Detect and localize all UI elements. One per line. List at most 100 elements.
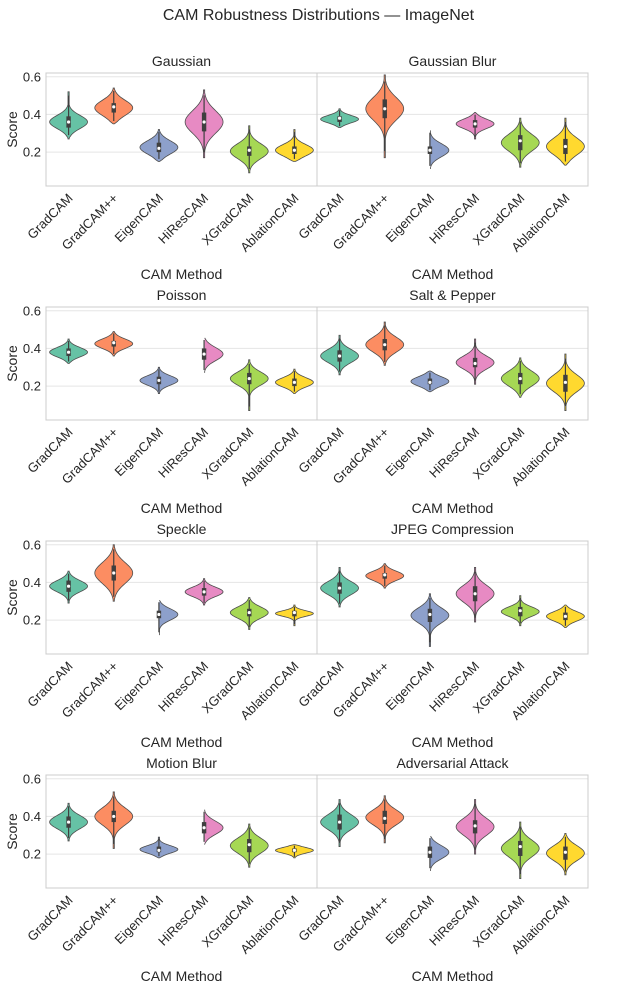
violin-eigencam bbox=[430, 835, 450, 872]
median-gradcam bbox=[66, 820, 71, 824]
median-xgradcam bbox=[518, 609, 522, 613]
y-tick-label: 0.4 bbox=[23, 809, 41, 824]
panel-title: Gaussian bbox=[152, 53, 211, 69]
median-ablationcam bbox=[563, 380, 568, 384]
median-gradcam bbox=[383, 816, 387, 820]
y-tick-label: 0.4 bbox=[23, 341, 41, 356]
median-gradcam bbox=[337, 586, 342, 590]
panel-title: Poisson bbox=[157, 287, 207, 303]
median-gradcam bbox=[337, 820, 342, 824]
y-axis-label: Score bbox=[4, 111, 20, 148]
y-tick-label: 0.6 bbox=[23, 771, 41, 786]
violin-hirescam bbox=[204, 809, 224, 845]
median-ablationcam bbox=[292, 148, 297, 152]
panel-title: Motion Blur bbox=[146, 755, 217, 771]
median-hirescam bbox=[202, 590, 206, 594]
median-gradcam bbox=[66, 584, 71, 588]
median-hirescam bbox=[202, 826, 206, 830]
median-gradcam bbox=[337, 354, 342, 358]
x-axis-label: CAM Method bbox=[412, 734, 494, 750]
median-ablationcam bbox=[292, 380, 297, 384]
plot-frame bbox=[45, 774, 318, 889]
y-tick-label: 0.2 bbox=[23, 847, 41, 862]
median-hirescam bbox=[473, 824, 477, 828]
median-eigencam bbox=[157, 146, 161, 150]
median-eigencam bbox=[428, 612, 432, 617]
median-eigencam bbox=[428, 850, 432, 854]
x-axis-label: CAM Method bbox=[141, 500, 223, 516]
median-gradcam bbox=[383, 107, 387, 111]
median-xgradcam bbox=[247, 610, 251, 615]
plot-frame bbox=[45, 72, 318, 187]
panel-title: Adversarial Attack bbox=[396, 755, 509, 771]
median-ablationcam bbox=[563, 144, 568, 149]
median-ablationcam bbox=[292, 610, 297, 615]
panel-speckle: 0.20.40.6SpeckleScoreGradCAMGradCAM++Eig… bbox=[4, 521, 318, 750]
y-tick-label: 0.2 bbox=[23, 145, 41, 160]
x-axis-label: CAM Method bbox=[412, 968, 494, 984]
median-gradcam bbox=[66, 120, 71, 124]
median-ablationcam bbox=[563, 850, 568, 854]
median-hirescam bbox=[473, 361, 477, 366]
median-ablationcam bbox=[563, 614, 568, 618]
median-xgradcam bbox=[518, 376, 522, 381]
median-xgradcam bbox=[518, 844, 522, 849]
median-eigencam bbox=[428, 148, 432, 152]
plot-frame bbox=[316, 306, 589, 421]
figure-title: CAM Robustness Distributions — ImageNet bbox=[163, 7, 475, 24]
median-gradcam bbox=[337, 116, 342, 120]
y-tick-label: 0.4 bbox=[23, 575, 41, 590]
y-tick-label: 0.2 bbox=[23, 613, 41, 628]
panel-poisson: 0.20.40.6PoissonScoreGradCAMGradCAM++Eig… bbox=[4, 287, 318, 516]
median-eigencam bbox=[428, 380, 432, 384]
y-axis-label: Score bbox=[4, 813, 20, 850]
median-gradcam bbox=[383, 343, 387, 347]
plot-frame bbox=[45, 306, 318, 421]
plot-frame bbox=[316, 774, 589, 889]
y-tick-label: 0.6 bbox=[23, 69, 41, 84]
x-axis-label: CAM Method bbox=[141, 734, 223, 750]
median-eigencam bbox=[157, 612, 161, 617]
median-hirescam bbox=[202, 352, 206, 356]
x-axis-label: CAM Method bbox=[141, 266, 223, 282]
plot-frame bbox=[316, 72, 589, 187]
median-ablationcam bbox=[292, 848, 297, 852]
panel-jpeg-compression: JPEG CompressionGradCAMGradCAM++EigenCAM… bbox=[295, 521, 589, 750]
panel-salt-pepper: Salt & PepperGradCAMGradCAM++EigenCAMHiR… bbox=[295, 287, 589, 516]
x-axis-label: CAM Method bbox=[412, 266, 494, 282]
median-hirescam bbox=[473, 592, 477, 596]
iqr-box-xgradcam bbox=[518, 135, 523, 151]
median-gradcam bbox=[112, 105, 116, 109]
median-hirescam bbox=[473, 122, 477, 126]
x-axis-label: CAM Method bbox=[141, 968, 223, 984]
median-xgradcam bbox=[247, 843, 251, 847]
y-tick-label: 0.6 bbox=[23, 537, 41, 552]
panel-gaussian: 0.20.40.6GaussianScoreGradCAMGradCAM++Ei… bbox=[4, 53, 318, 282]
median-hirescam bbox=[202, 120, 206, 124]
median-gradcam bbox=[112, 341, 116, 345]
panel-title: Speckle bbox=[157, 521, 207, 537]
y-axis-label: Score bbox=[4, 345, 20, 382]
violin-hirescam bbox=[204, 337, 224, 373]
y-tick-label: 0.4 bbox=[23, 107, 41, 122]
median-gradcam bbox=[112, 571, 116, 575]
median-xgradcam bbox=[247, 376, 251, 381]
median-eigencam bbox=[157, 378, 161, 383]
panel-title: JPEG Compression bbox=[391, 521, 514, 537]
violin-eigencam bbox=[430, 130, 450, 170]
median-gradcam bbox=[383, 573, 387, 577]
median-xgradcam bbox=[247, 148, 251, 152]
y-tick-label: 0.6 bbox=[23, 303, 41, 318]
median-eigencam bbox=[157, 848, 161, 852]
panel-title: Gaussian Blur bbox=[409, 53, 497, 69]
panel-gaussian-blur: Gaussian BlurGradCAMGradCAM++EigenCAMHiR… bbox=[295, 53, 589, 282]
iqr-box-xgradcam bbox=[518, 840, 523, 856]
median-gradcam bbox=[112, 814, 116, 819]
median-gradcam bbox=[66, 350, 71, 354]
panel-title: Salt & Pepper bbox=[409, 287, 496, 303]
plot-frame bbox=[316, 540, 589, 655]
y-axis-label: Score bbox=[4, 579, 20, 616]
violin-eigencam bbox=[159, 599, 179, 636]
